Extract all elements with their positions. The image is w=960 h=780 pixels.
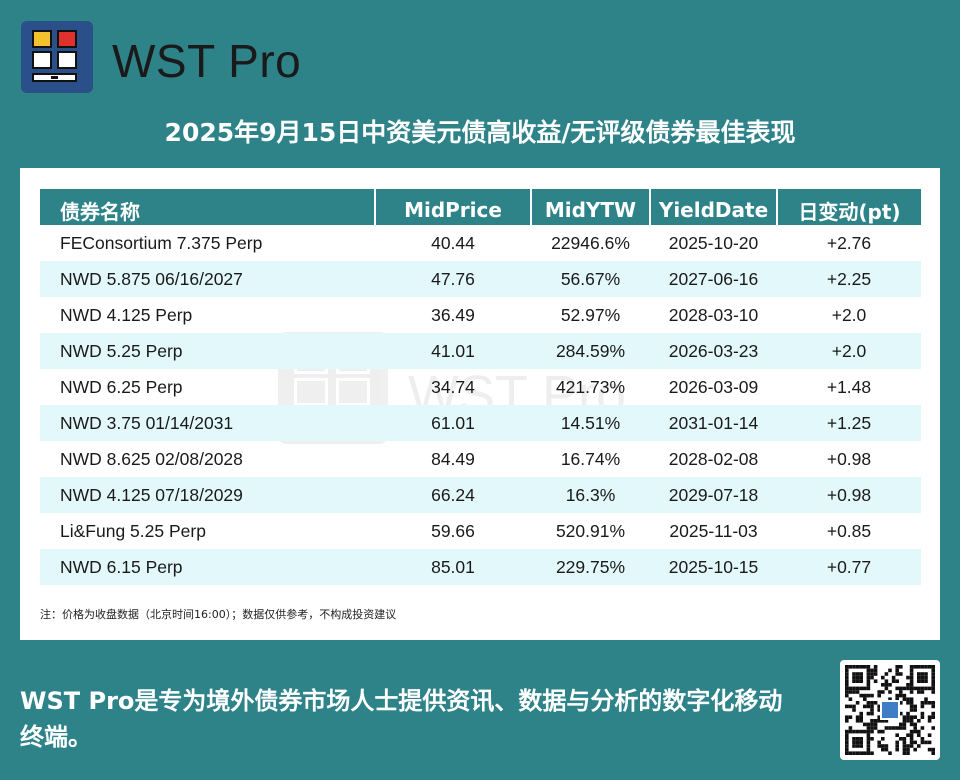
cell-yield-date: 2027-06-16 — [650, 261, 777, 297]
cell-yield-date: 2028-02-08 — [668, 448, 759, 469]
cell-mid-ytw: 22946.6% — [551, 232, 630, 253]
header-daily-change: 日变动(pt) — [776, 189, 921, 225]
cell-mid-price: 36.49 — [431, 304, 475, 325]
cell-bond-name: Li&Fung 5.25 Perp — [60, 520, 206, 541]
cell-mid-price: 41.01 — [375, 333, 531, 369]
table-row: NWD 6.25 Perp 34.74 421.73% 2026-03-09 +1.48 — [40, 369, 921, 405]
cell-daily-change: +0.85 — [826, 520, 872, 541]
cell-mid-price: 34.74 — [431, 376, 475, 397]
cell-daily-change: +2.0 — [777, 333, 921, 369]
cell-yield-date: 2025-11-03 — [669, 520, 758, 541]
cell-yield-date: 2026-03-23 — [650, 333, 777, 369]
cell-bond-name: NWD 4.125 07/18/2029 — [40, 477, 375, 513]
cell-yield-date: 2029-07-18 — [650, 477, 777, 513]
cell-mid-ytw: 421.73% — [555, 376, 626, 397]
header-yield-date: YieldDate — [649, 189, 777, 225]
cell-yield-date: 2026-03-09 — [668, 376, 759, 397]
table-row: NWD 4.125 Perp 36.49 52.97% 2028-03-10 +2.0 — [40, 297, 921, 333]
table-body: FEConsortium 7.375 Perp 40.44 22946.6% 2025… — [40, 225, 921, 585]
cell-yield-date: 2025-10-15 — [650, 549, 777, 585]
cell-daily-change: +2.0 — [831, 304, 867, 325]
header-bond-name: 债券名称 — [40, 189, 375, 225]
table-row: NWD 5.25 Perp 41.01 284.59% 2026-03-23 +2.0 — [40, 333, 921, 369]
cell-mid-ytw: 14.51% — [531, 405, 650, 441]
table-card: WST Pro 债券名称 MidPrice MidYTW YieldDate 日… — [20, 168, 940, 640]
cell-mid-ytw: 56.67% — [531, 261, 650, 297]
cell-daily-change: +2.25 — [777, 261, 921, 297]
cell-bond-name: NWD 5.25 Perp — [40, 333, 375, 369]
cell-mid-ytw: 229.75% — [531, 549, 650, 585]
cell-yield-date: 2028-03-10 — [668, 304, 759, 325]
table-row: NWD 6.15 Perp 85.01 229.75% 2025-10-15 +0.77 — [40, 549, 921, 585]
table-row: NWD 5.875 06/16/2027 47.76 56.67% 2027-06-1… — [40, 261, 921, 297]
cell-mid-price: 59.66 — [431, 520, 475, 541]
table-row: NWD 4.125 07/18/2029 66.24 16.3% 2029-07-18… — [40, 477, 921, 513]
cell-daily-change: +0.98 — [777, 477, 921, 513]
cell-yield-date: 2025-10-20 — [668, 232, 759, 253]
footer-text: WST Pro是专为境外债券市场人士提供资讯、数据与分析的数字化移动终端。 — [20, 687, 783, 751]
bond-table: 债券名称 MidPrice MidYTW YieldDate 日变动(pt) F… — [40, 189, 921, 585]
cell-bond-name: NWD 8.625 02/08/2028 — [60, 448, 243, 469]
cell-mid-price: 66.24 — [375, 477, 531, 513]
cell-mid-ytw: 284.59% — [531, 333, 650, 369]
cell-daily-change: +0.77 — [777, 549, 921, 585]
cell-daily-change: +2.76 — [826, 232, 872, 253]
header-mid-ytw: MidYTW — [530, 189, 650, 225]
cell-mid-price: 84.49 — [431, 448, 475, 469]
page-title: 2025年9月15日中资美元债高收益/无评级债券最佳表现 — [164, 118, 796, 147]
cell-bond-name: NWD 6.25 Perp — [60, 376, 183, 397]
header-mid-price: MidPrice — [374, 189, 531, 225]
qr-code-icon — [840, 660, 940, 760]
cell-bond-name: NWD 3.75 01/14/2031 — [40, 405, 375, 441]
cell-bond-name: NWD 4.125 Perp — [60, 304, 193, 325]
cell-bond-name: NWD 6.15 Perp — [40, 549, 375, 585]
cell-mid-price: 61.01 — [375, 405, 531, 441]
cell-daily-change: +1.48 — [826, 376, 872, 397]
cell-daily-change: +0.98 — [826, 448, 872, 469]
cell-mid-price: 40.44 — [431, 232, 475, 253]
table-row: FEConsortium 7.375 Perp 40.44 22946.6% 2025… — [40, 225, 921, 261]
cell-mid-ytw: 16.3% — [531, 477, 650, 513]
cell-bond-name: NWD 5.875 06/16/2027 — [40, 261, 375, 297]
table-row: NWD 8.625 02/08/2028 84.49 16.74% 2028-02-0… — [40, 441, 921, 477]
table-header-row: 债券名称 MidPrice MidYTW YieldDate 日变动(pt) — [40, 189, 921, 225]
cell-mid-price: 85.01 — [375, 549, 531, 585]
cell-bond-name: FEConsortium 7.375 Perp — [60, 232, 263, 253]
footnote: 注：价格为收盘数据（北京时间16:00）；数据仅供参考，不构成投资建议 — [40, 608, 397, 621]
table-row: NWD 3.75 01/14/2031 61.01 14.51% 2031-01-14… — [40, 405, 921, 441]
table-row: Li&Fung 5.25 Perp 59.66 520.91% 2025-11-03 +… — [40, 513, 921, 549]
wst-logo-icon — [21, 21, 93, 93]
cell-mid-ytw: 52.97% — [560, 304, 621, 325]
cell-yield-date: 2031-01-14 — [650, 405, 777, 441]
brand-name: WST Pro — [112, 35, 302, 87]
cell-mid-ytw: 520.91% — [555, 520, 626, 541]
cell-daily-change: +1.25 — [777, 405, 921, 441]
cell-mid-ytw: 16.74% — [560, 448, 621, 469]
cell-mid-price: 47.76 — [375, 261, 531, 297]
